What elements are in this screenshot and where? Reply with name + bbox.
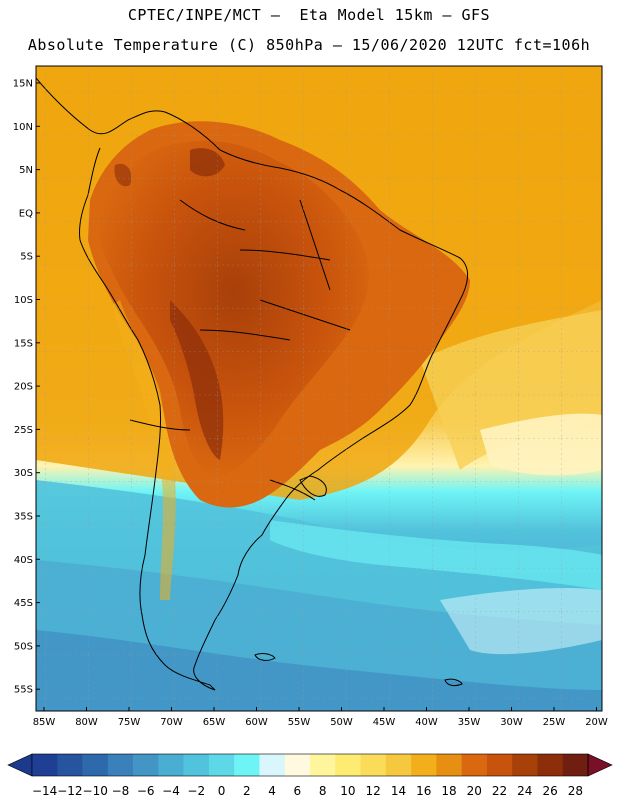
colorbar-label: 20 — [467, 784, 482, 798]
colorbar-label: −14 — [32, 784, 57, 798]
colorbar-swatch — [82, 754, 109, 776]
lon-tick-label: 75W — [118, 717, 141, 728]
colorbar-label: 6 — [294, 784, 302, 798]
lat-lon-grid — [36, 66, 602, 711]
colorbar-swatch — [562, 754, 589, 776]
latitude-labels: 15N 10N 5N EQ 5S 10S 15S 20S 25S 30S 35S 40S 45S 50S 5… — [13, 79, 40, 696]
colorbar-swatch — [537, 754, 564, 776]
colorbar-label: 4 — [268, 784, 276, 798]
map-frame — [35, 65, 603, 712]
colorbar-label: 8 — [319, 784, 327, 798]
colorbar-high-arrow — [587, 753, 613, 777]
colorbar-label: −6 — [137, 784, 155, 798]
colorbar-frame — [31, 753, 589, 777]
lon-tick-label: 70W — [160, 717, 183, 728]
colorbar-swatch — [259, 754, 286, 776]
lat-tick-label: EQ — [19, 208, 33, 219]
colorbar-swatch — [284, 754, 311, 776]
lat-tick-label: 50S — [14, 641, 33, 652]
colorbar-label: 28 — [568, 784, 583, 798]
lon-tick-label: 50W — [330, 717, 353, 728]
colorbar-low-arrow — [7, 753, 33, 777]
colorbar-label: 16 — [416, 784, 431, 798]
colorbar: −14 −12 −10 −8 −6 −4 −2 0 2 4 6 8 10 12 14 16 18 20 22 24 26… — [7, 753, 613, 798]
lat-tick-label: 5N — [19, 165, 33, 176]
colorbar-label: −8 — [112, 784, 130, 798]
colorbar-label: −2 — [187, 784, 205, 798]
colorbar-label: 2 — [243, 784, 251, 798]
colorbar-swatch — [158, 754, 184, 776]
colorbar-swatch — [183, 754, 210, 776]
lon-tick-label: 40W — [415, 717, 438, 728]
colorbar-swatch — [461, 754, 488, 776]
lat-tick-label: 45S — [14, 598, 33, 609]
colorbar-label: −12 — [57, 784, 82, 798]
colorbar-swatch — [107, 754, 134, 776]
colorbar-label: 24 — [517, 784, 532, 798]
colorbar-swatch — [57, 754, 83, 776]
colorbar-label: 18 — [441, 784, 456, 798]
colorbar-label: 0 — [218, 784, 226, 798]
longitude-labels: 85W 80W 75W 70W 65W 60W 55W 50W 45W 40W 35W 30W 25W 2… — [33, 707, 608, 728]
lon-tick-label: 65W — [203, 717, 226, 728]
lat-tick-label: 15N — [13, 79, 33, 90]
colorbar-swatch — [436, 754, 462, 776]
lat-tick-label: 10S — [14, 295, 33, 306]
chart-title-line-2: Absolute Temperature (C) 850hPa – 15/06/… — [27, 36, 591, 54]
lon-tick-label: 45W — [373, 717, 396, 728]
colorbar-swatch — [411, 754, 437, 776]
chart-title-line-1: CPTEC/INPE/MCT – Eta Model 15km – GFS — [127, 6, 491, 24]
lon-tick-label: 80W — [75, 717, 98, 728]
lat-tick-label: 25S — [14, 425, 33, 436]
colorbar-swatch — [486, 754, 513, 776]
colorbar-swatch — [310, 754, 336, 776]
lon-tick-label: 55W — [288, 717, 311, 728]
lat-tick-label: 55S — [14, 685, 33, 696]
lon-tick-label: 85W — [33, 717, 56, 728]
lon-tick-label: 20W — [585, 717, 608, 728]
colorbar-swatch — [512, 754, 538, 776]
colorbar-label: 12 — [366, 784, 381, 798]
lon-tick-label: 30W — [500, 717, 523, 728]
colorbar-label: 22 — [492, 784, 507, 798]
lat-tick-label: 20S — [14, 382, 33, 393]
colorbar-swatch — [32, 754, 58, 776]
lat-tick-label: 5S — [20, 252, 33, 263]
lat-tick-label: 35S — [14, 512, 33, 523]
lon-tick-label: 25W — [543, 717, 566, 728]
colorbar-swatch — [360, 754, 387, 776]
colorbar-label: −10 — [83, 784, 108, 798]
colorbar-label: 14 — [391, 784, 406, 798]
lat-tick-label: 15S — [14, 338, 33, 349]
lat-tick-label: 10N — [13, 122, 33, 133]
lat-tick-label: 40S — [14, 555, 33, 566]
lat-tick-label: 30S — [14, 468, 33, 479]
colorbar-swatch — [208, 754, 235, 776]
colorbar-swatch — [335, 754, 361, 776]
colorbar-label: −4 — [162, 784, 180, 798]
lon-tick-label: 60W — [245, 717, 268, 728]
colorbar-swatch — [385, 754, 412, 776]
colorbar-swatch — [133, 754, 159, 776]
colorbar-label: 26 — [542, 784, 557, 798]
colorbar-label: 10 — [340, 784, 355, 798]
lon-tick-label: 35W — [458, 717, 481, 728]
colorbar-swatch — [234, 754, 260, 776]
